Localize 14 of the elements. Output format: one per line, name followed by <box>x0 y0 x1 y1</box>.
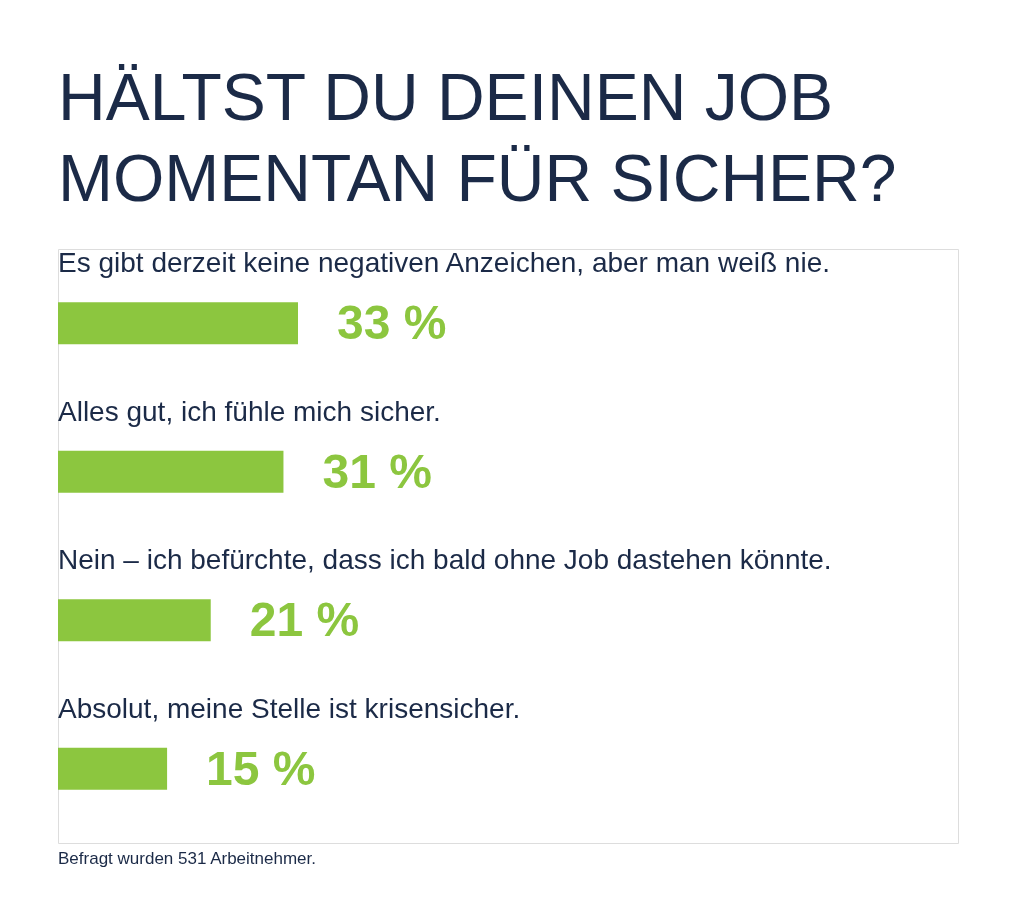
y-tick-label: Nein – ich befürchte, dass ich bald ohne Job dastehen könnte. <box>58 544 832 576</box>
bar <box>58 747 168 790</box>
bar <box>58 599 211 642</box>
y-tick-label: Alles gut, ich fühle mich sicher. <box>58 395 441 427</box>
data-label: 21 % <box>249 593 360 647</box>
text: HÄLTST DU DEINEN JOB MOMENTAN FÜR SICHER? <box>58 60 897 215</box>
y-tick-label: Es gibt derzeit keine negativen Anzeichen, aber man weiß nie. <box>58 247 831 279</box>
bar <box>58 450 284 493</box>
data-label: 33 % <box>337 296 447 350</box>
data-label: 31 % <box>322 444 432 498</box>
text: Befragt wurden 531 Arbeitnehmer. <box>58 849 316 868</box>
bar <box>58 302 298 345</box>
data-label: 15 % <box>206 741 316 795</box>
y-tick-label: Absolut, meine Stelle ist krisensicher. <box>58 692 521 724</box>
